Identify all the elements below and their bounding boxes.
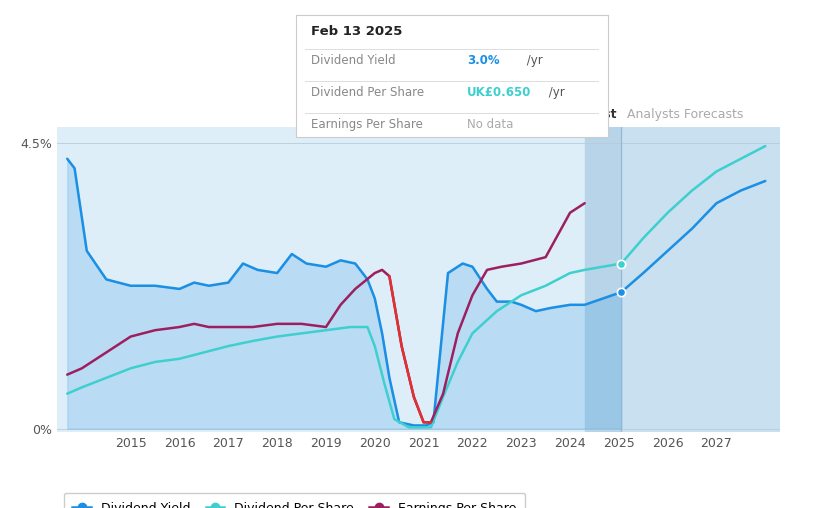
Text: Dividend Yield: Dividend Yield	[311, 54, 396, 67]
Text: /yr: /yr	[523, 54, 543, 67]
Bar	[585, 127, 621, 432]
Text: UK£0.650: UK£0.650	[467, 86, 531, 99]
Text: Analysts Forecasts: Analysts Forecasts	[627, 108, 744, 121]
Text: /yr: /yr	[545, 86, 565, 99]
Bar	[621, 127, 780, 432]
Text: Dividend Per Share: Dividend Per Share	[311, 86, 424, 99]
Text: 3.0%: 3.0%	[467, 54, 500, 67]
Text: Feb 13 2025: Feb 13 2025	[311, 25, 402, 38]
Text: No data: No data	[467, 118, 513, 131]
Legend: Dividend Yield, Dividend Per Share, Earnings Per Share: Dividend Yield, Dividend Per Share, Earn…	[64, 493, 525, 508]
Text: Earnings Per Share: Earnings Per Share	[311, 118, 423, 131]
Text: Past: Past	[587, 108, 617, 121]
